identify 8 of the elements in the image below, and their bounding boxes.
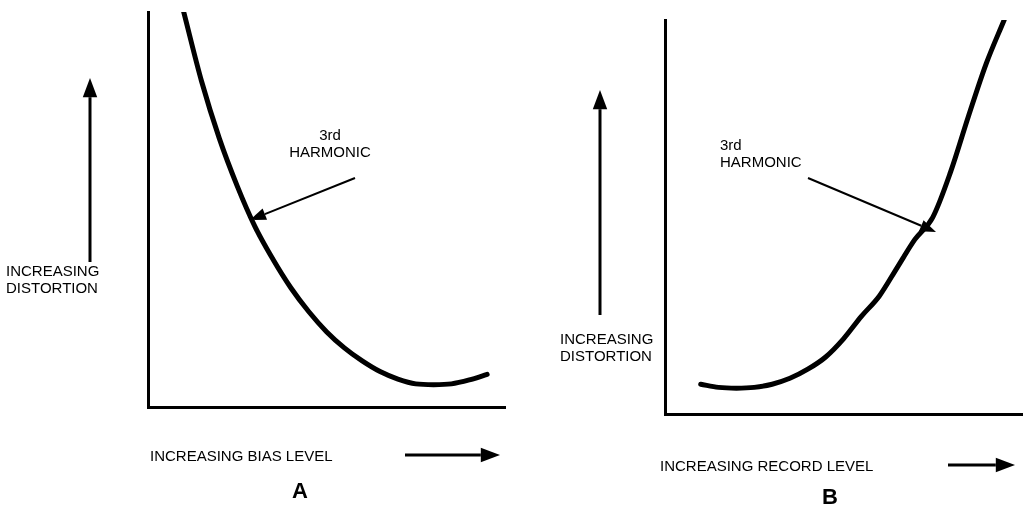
y-axis-title: INCREASING DISTORTION <box>560 330 655 364</box>
x-axis-title: INCREASING RECORD LEVEL <box>660 457 874 474</box>
text: B <box>822 484 838 510</box>
text: A <box>292 478 308 504</box>
y-axis-title: INCREASING DISTORTION <box>6 262 101 296</box>
annotation: 3rd HARMONIC <box>720 136 802 170</box>
annotation: 3rd HARMONIC <box>289 126 371 160</box>
x-axis-title: INCREASING BIAS LEVEL <box>150 447 333 464</box>
